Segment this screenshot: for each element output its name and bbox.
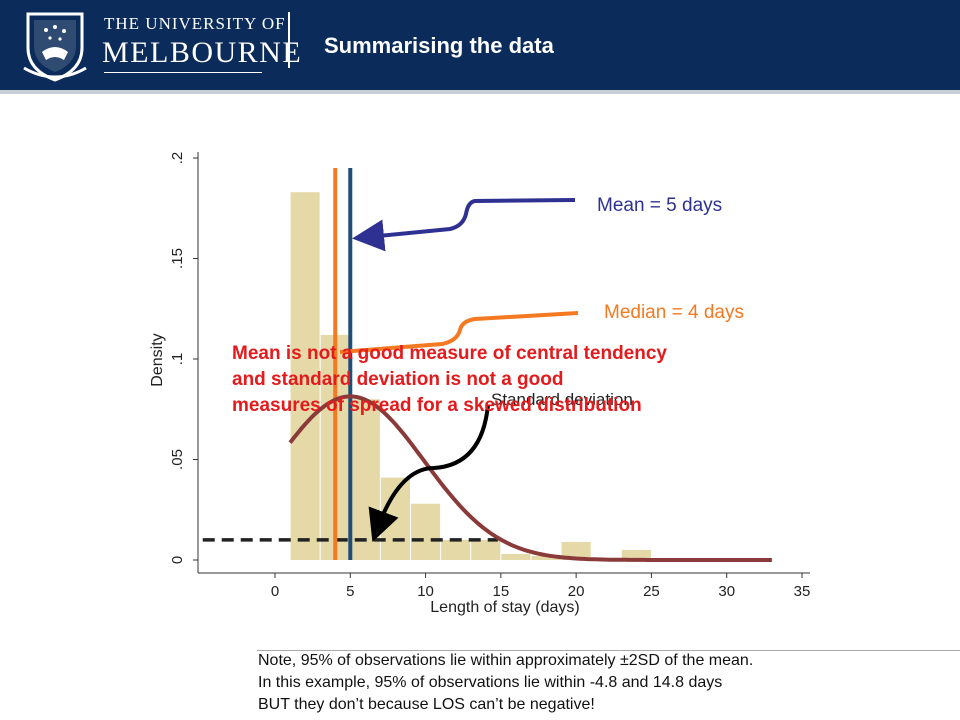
x-tick-label: 35 xyxy=(794,583,811,600)
header-divider xyxy=(288,12,290,68)
note-divider xyxy=(257,650,960,651)
histogram-bar xyxy=(411,503,441,560)
histogram-bar xyxy=(350,399,380,560)
histogram-bar xyxy=(290,192,320,561)
warning-line: measures of spread for a skewed distribu… xyxy=(232,395,642,416)
note-line: Note, 95% of observations lie within app… xyxy=(258,652,754,669)
histogram-bar xyxy=(441,539,471,560)
warning-text: Mean is not a good measure of central te… xyxy=(232,341,792,419)
university-name-line1: THE UNIVERSITY OF xyxy=(104,14,286,33)
x-tick-label: 25 xyxy=(643,583,660,600)
histogram-bar xyxy=(501,553,531,560)
logo-rule xyxy=(104,72,262,73)
note-line: BUT they don’t because LOS can’t be nega… xyxy=(258,696,595,713)
header-bar: THE UNIVERSITY OF MELBOURNE Summarising … xyxy=(0,0,960,90)
x-tick-label: 10 xyxy=(417,583,434,600)
y-tick-label: .1 xyxy=(169,353,186,366)
x-tick-label: 30 xyxy=(718,583,735,600)
y-tick-label: .2 xyxy=(169,152,186,165)
normal-curve xyxy=(288,394,772,562)
x-axis-label: Length of stay (days) xyxy=(430,599,579,616)
y-tick-label: .05 xyxy=(169,449,186,470)
median-arrow xyxy=(339,311,579,354)
university-crest-icon xyxy=(23,12,87,82)
y-axis-label: Density xyxy=(149,333,166,386)
sd-arrow xyxy=(368,404,490,542)
mean-arrow xyxy=(352,198,576,252)
note-line: In this example, 95% of observations lie… xyxy=(258,674,723,691)
histogram-bar xyxy=(531,555,561,560)
y-tick-label: 0 xyxy=(169,556,186,564)
x-tick-label: 15 xyxy=(493,583,510,600)
warning-line: and standard deviation is not a good xyxy=(232,369,564,390)
median-label: Median = 4 days xyxy=(604,302,744,323)
header-shadow xyxy=(0,90,960,94)
standard-deviation-label: Standard deviation xyxy=(491,390,633,409)
histogram-bar xyxy=(471,539,501,560)
warning-line: Mean is not a good measure of central te… xyxy=(232,343,667,364)
note-block: Note, 95% of observations lie within app… xyxy=(258,650,958,716)
histogram-bar xyxy=(621,549,651,560)
x-tick-label: 0 xyxy=(271,583,279,600)
histogram-chart: 0 5 10 15 20 25 30 35 0 .05 .1 .15 .2 Length of stay … xyxy=(149,152,811,616)
mean-label: Mean = 5 days xyxy=(597,195,723,216)
histogram-bar xyxy=(561,541,591,560)
x-tick-label: 5 xyxy=(346,583,354,600)
slide-title: Summarising the data xyxy=(324,33,554,58)
y-tick-label: .15 xyxy=(169,248,186,269)
university-name-line2: MELBOURNE xyxy=(102,36,303,69)
x-tick-label: 20 xyxy=(568,583,585,600)
